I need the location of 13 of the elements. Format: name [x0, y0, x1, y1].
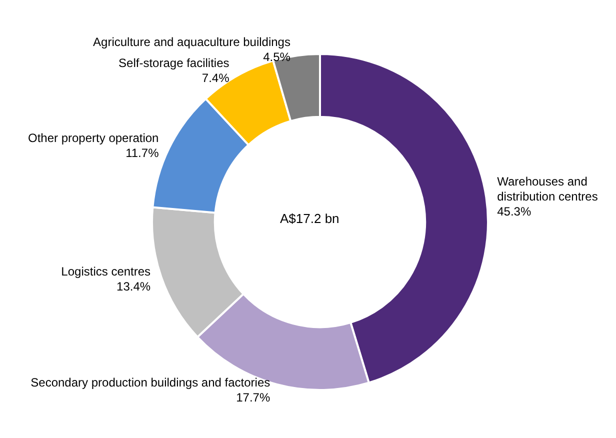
slice-label: Other property operation: [28, 130, 159, 145]
data-label: 17.7%: [236, 390, 270, 405]
text: A$17.2 bn: [280, 211, 340, 226]
data-label: 45.3%: [497, 204, 532, 218]
slice-label: Self-storage facilities: [118, 56, 230, 70]
slice-label: Secondary production buildings and factories: [30, 376, 270, 390]
slice-label: Logistics centres: [61, 264, 151, 278]
data-label: 4.5%: [263, 50, 291, 64]
data-label: 13.4%: [116, 279, 151, 294]
slice-label: Agriculture and aquaculture buildings: [93, 35, 290, 50]
slice-label: Warehouses and distribution centres: [497, 174, 598, 204]
data-label: 11.7%: [126, 146, 160, 160]
data-label: 7.4%: [202, 71, 230, 86]
